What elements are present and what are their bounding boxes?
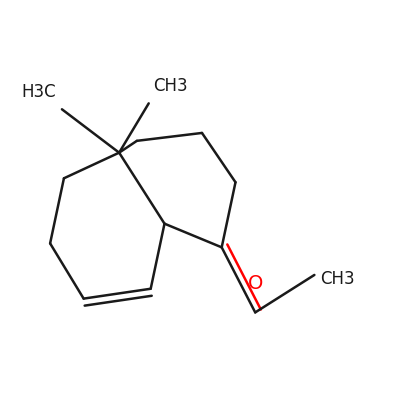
Text: H3C: H3C xyxy=(22,83,56,101)
Text: O: O xyxy=(248,274,264,294)
Text: CH3: CH3 xyxy=(320,270,355,288)
Text: CH3: CH3 xyxy=(153,78,187,96)
